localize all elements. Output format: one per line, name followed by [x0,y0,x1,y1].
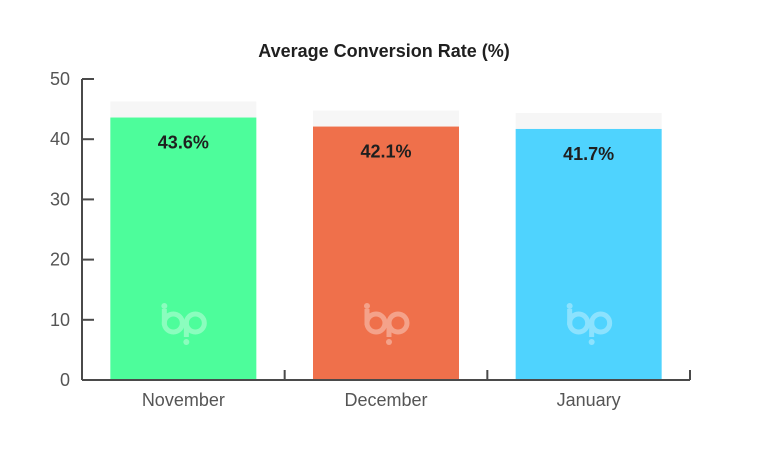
chart-title: Average Conversion Rate (%) [258,41,509,61]
value-labels: 43.6% 42.1% 41.7% [158,133,614,164]
x-axis-ticks [283,370,691,380]
bars [110,101,662,380]
bar-shadow [313,110,459,127]
y-tick-label: 0 [60,370,70,390]
value-label: 42.1% [360,142,411,162]
y-tick-label: 20 [50,250,70,270]
category-label: January [557,390,621,410]
category-labels: November December January [142,390,621,410]
bar-november [110,117,257,380]
brand-logo-icon [364,303,410,345]
category-label: December [344,390,427,410]
value-label: 41.7% [563,144,614,164]
value-label: 43.6% [158,133,209,153]
y-tick-label: 50 [50,69,70,89]
watermarks [161,303,613,345]
bar-shadow [110,101,257,118]
y-axis-ticks: 0 10 20 30 40 50 [50,69,94,390]
bar-january [515,128,662,380]
brand-logo-icon [566,303,613,345]
bar-shadow [515,112,662,129]
brand-logo-icon [161,303,207,345]
category-label: November [142,390,225,410]
y-tick-label: 30 [50,189,70,209]
bar-december [313,126,459,380]
y-tick-label: 40 [50,129,70,149]
y-tick-label: 10 [50,310,70,330]
